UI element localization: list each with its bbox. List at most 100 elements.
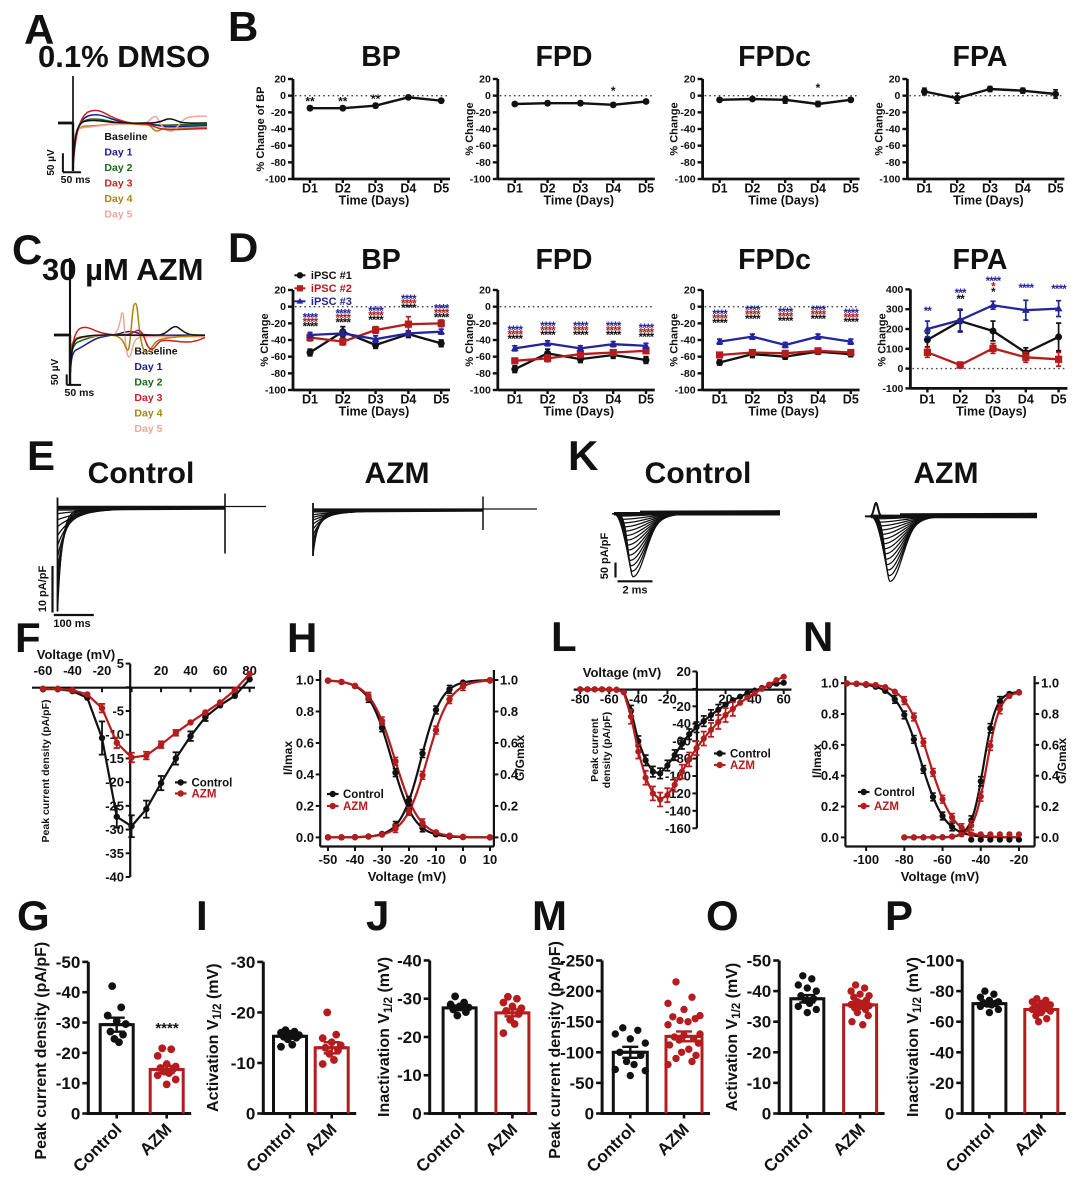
svg-text:D1: D1	[507, 393, 523, 407]
svg-text:0: 0	[945, 1105, 954, 1124]
svg-text:-100: -100	[920, 952, 954, 971]
svg-text:Baseline: Baseline	[104, 131, 147, 143]
svg-text:Peak current density (pA/pF): Peak current density (pA/pF)	[40, 700, 52, 843]
svg-text:-40: -40	[476, 335, 491, 347]
svg-text:0: 0	[690, 90, 696, 102]
svg-text:Inactivation V1/2 (mV): Inactivation V1/2 (mV)	[376, 957, 395, 1117]
svg-text:***: ***	[955, 288, 967, 300]
svg-text:Time (Days): Time (Days)	[339, 194, 410, 208]
svg-text:D5: D5	[433, 393, 449, 407]
svg-text:Voltage (mV): Voltage (mV)	[368, 869, 447, 884]
svg-text:-60: -60	[680, 351, 695, 363]
svg-text:Time (Days): Time (Days)	[956, 405, 1027, 419]
svg-text:-100: -100	[560, 1043, 594, 1062]
svg-text:D1: D1	[919, 393, 935, 407]
svg-text:P: P	[885, 892, 913, 939]
svg-text:0: 0	[690, 301, 696, 313]
svg-text:D2: D2	[335, 393, 351, 407]
svg-text:0.0: 0.0	[296, 830, 314, 845]
svg-text:D3: D3	[368, 182, 384, 196]
svg-text:-100: -100	[879, 174, 900, 186]
svg-text:****: ****	[606, 321, 622, 333]
svg-text:20: 20	[479, 285, 491, 297]
svg-text:-80: -80	[571, 692, 590, 707]
svg-text:****: ****	[368, 315, 384, 327]
svg-text:% Change: % Change	[669, 313, 681, 366]
svg-text:Day 4: Day 4	[134, 407, 162, 419]
svg-text:****: ****	[986, 276, 1002, 288]
svg-text:-50: -50	[319, 852, 338, 867]
svg-text:****: ****	[573, 321, 589, 333]
svg-text:0.2: 0.2	[1041, 799, 1059, 814]
svg-text:D5: D5	[1051, 393, 1067, 407]
svg-text:*: *	[816, 81, 821, 95]
svg-text:-15: -15	[105, 751, 124, 766]
svg-text:-20: -20	[271, 107, 286, 119]
svg-text:*: *	[991, 282, 996, 294]
svg-text:10: 10	[483, 852, 497, 867]
svg-text:****: ****	[155, 1020, 179, 1037]
svg-text:60: 60	[776, 692, 790, 707]
svg-text:****: ****	[434, 313, 450, 325]
svg-text:10 pA/pF: 10 pA/pF	[37, 565, 49, 612]
svg-text:****: ****	[1018, 283, 1034, 295]
svg-text:Control: Control	[730, 749, 771, 761]
svg-text:H: H	[287, 614, 317, 661]
svg-text:-60: -60	[600, 692, 619, 707]
svg-text:iPSC #1: iPSC #1	[311, 270, 352, 282]
svg-text:-40: -40	[885, 124, 900, 136]
svg-text:400: 400	[886, 284, 904, 296]
svg-text:-20: -20	[271, 318, 286, 330]
svg-text:****: ****	[745, 310, 761, 322]
svg-text:-80: -80	[895, 852, 914, 867]
svg-text:AZM: AZM	[914, 457, 979, 490]
svg-text:0.6: 0.6	[500, 736, 518, 751]
svg-text:-10: -10	[231, 1054, 256, 1073]
svg-text:-30: -30	[231, 953, 256, 972]
svg-text:****: ****	[335, 313, 351, 325]
svg-text:-30: -30	[373, 852, 392, 867]
svg-text:50 ms: 50 ms	[61, 174, 91, 186]
svg-text:0: 0	[280, 301, 286, 313]
svg-text:5: 5	[117, 656, 124, 671]
svg-text:Voltage (mV): Voltage (mV)	[901, 869, 980, 884]
svg-text:D3: D3	[985, 393, 1001, 407]
svg-text:40: 40	[183, 663, 197, 678]
svg-text:Voltage (mV): Voltage (mV)	[37, 647, 116, 662]
svg-text:****: ****	[540, 321, 556, 333]
svg-text:D2: D2	[949, 182, 965, 196]
svg-text:-60: -60	[476, 140, 491, 152]
svg-text:FPDc: FPDc	[738, 244, 811, 276]
svg-text:60: 60	[213, 663, 227, 678]
svg-text:D3: D3	[777, 393, 793, 407]
svg-text:0.4: 0.4	[821, 768, 840, 783]
svg-text:****: ****	[745, 314, 761, 326]
svg-text:****: ****	[401, 294, 417, 306]
svg-text:density (pA/pF): density (pA/pF)	[601, 712, 613, 788]
svg-text:-40: -40	[397, 952, 422, 971]
svg-text:****: ****	[606, 330, 622, 342]
svg-text:*: *	[611, 84, 616, 98]
svg-text:-40: -40	[747, 982, 772, 1001]
svg-text:****: ****	[1051, 284, 1067, 296]
svg-text:-20: -20	[1010, 852, 1029, 867]
svg-text:D3: D3	[572, 393, 588, 407]
svg-text:Time (Days): Time (Days)	[953, 194, 1024, 208]
svg-text:-20: -20	[93, 663, 112, 678]
svg-text:****: ****	[303, 313, 319, 325]
svg-text:0: 0	[412, 1105, 421, 1124]
svg-text:iPSC #2: iPSC #2	[311, 283, 352, 295]
svg-text:Baseline: Baseline	[134, 345, 177, 357]
svg-text:20: 20	[677, 664, 691, 679]
svg-text:-10: -10	[747, 1074, 772, 1093]
svg-text:80: 80	[242, 663, 256, 678]
svg-text:****: ****	[507, 330, 523, 342]
svg-text:D5: D5	[433, 182, 449, 196]
svg-text:****: ****	[778, 312, 794, 324]
svg-text:D2: D2	[744, 182, 760, 196]
svg-text:Control: Control	[874, 787, 915, 799]
svg-text:0.4: 0.4	[296, 767, 315, 782]
svg-text:FPD: FPD	[536, 41, 593, 73]
svg-text:-60: -60	[476, 351, 491, 363]
svg-text:-20: -20	[397, 1028, 422, 1047]
